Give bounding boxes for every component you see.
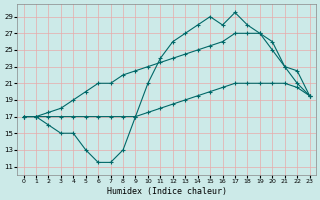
X-axis label: Humidex (Indice chaleur): Humidex (Indice chaleur) [107, 187, 227, 196]
